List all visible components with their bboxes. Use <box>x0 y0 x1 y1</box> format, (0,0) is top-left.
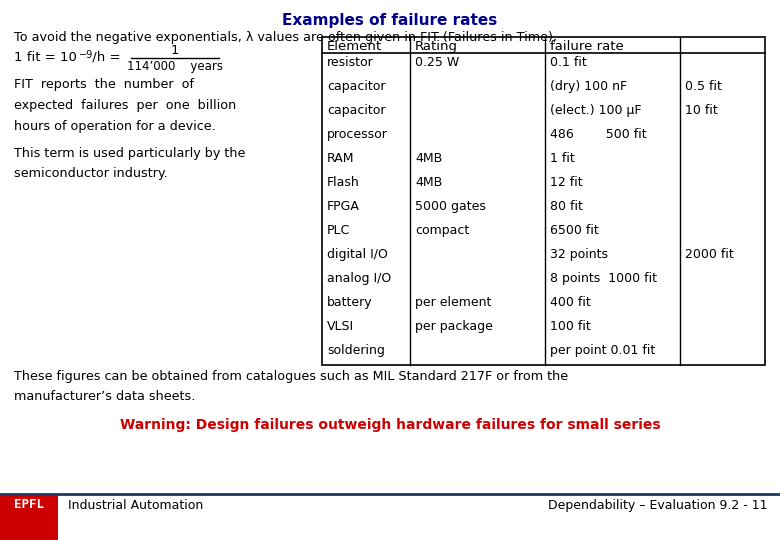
Text: per package: per package <box>415 320 493 333</box>
Text: digital I/O: digital I/O <box>327 248 388 261</box>
Text: 5000 gates: 5000 gates <box>415 200 486 213</box>
Text: 100 fit: 100 fit <box>550 320 590 333</box>
Text: capacitor: capacitor <box>327 104 385 117</box>
Text: failure rate: failure rate <box>550 40 624 53</box>
Text: 12 fit: 12 fit <box>550 176 583 189</box>
Text: 6500 fit: 6500 fit <box>550 224 599 237</box>
Text: (dry) 100 nF: (dry) 100 nF <box>550 80 627 93</box>
Text: 10 fit: 10 fit <box>685 104 718 117</box>
Text: Industrial Automation: Industrial Automation <box>68 499 204 512</box>
Text: Rating: Rating <box>415 40 458 53</box>
Text: Element: Element <box>327 40 382 53</box>
Text: per element: per element <box>415 296 491 309</box>
Text: −9: −9 <box>79 50 94 60</box>
Text: processor: processor <box>327 128 388 141</box>
Text: analog I/O: analog I/O <box>327 272 392 285</box>
Text: battery: battery <box>327 296 373 309</box>
Text: 0.1 fit: 0.1 fit <box>550 56 587 69</box>
Text: 80 fit: 80 fit <box>550 200 583 213</box>
Text: EPFL: EPFL <box>14 498 44 511</box>
Text: capacitor: capacitor <box>327 80 385 93</box>
Bar <box>0 494 58 540</box>
Text: 0.25 W: 0.25 W <box>415 56 459 69</box>
Text: VLSI: VLSI <box>327 320 354 333</box>
Text: To avoid the negative exponentials, λ values are often given in FIT (Failures in: To avoid the negative exponentials, λ va… <box>14 31 557 44</box>
Text: 0.5 fit: 0.5 fit <box>685 80 722 93</box>
Text: (elect.) 100 μF: (elect.) 100 μF <box>550 104 641 117</box>
Text: 1 fit = 10: 1 fit = 10 <box>14 51 77 64</box>
Text: Flash: Flash <box>327 176 360 189</box>
Text: 1 fit: 1 fit <box>550 152 575 165</box>
Text: Examples of failure rates: Examples of failure rates <box>282 13 498 28</box>
Text: Dependability – Evaluation 9.2 - 11: Dependability – Evaluation 9.2 - 11 <box>548 499 768 512</box>
Text: 32 points: 32 points <box>550 248 608 261</box>
Text: soldering: soldering <box>327 344 385 357</box>
Text: 8 points  1000 fit: 8 points 1000 fit <box>550 272 657 285</box>
Text: FIT  reports  the  number  of
expected  failures  per  one  billion
hours of ope: FIT reports the number of expected failu… <box>14 78 236 133</box>
Text: 2000 fit: 2000 fit <box>685 248 734 261</box>
Text: 1: 1 <box>171 44 179 57</box>
Text: This term is used particularly by the
semiconductor industry.: This term is used particularly by the se… <box>14 147 246 180</box>
Text: Warning: Design failures outweigh hardware failures for small series: Warning: Design failures outweigh hardwa… <box>119 418 661 432</box>
Text: These figures can be obtained from catalogues such as MIL Standard 217F or from : These figures can be obtained from catal… <box>14 370 568 403</box>
Text: resistor: resistor <box>327 56 374 69</box>
Text: /h =: /h = <box>88 51 120 64</box>
Text: FPGA: FPGA <box>327 200 360 213</box>
Text: compact: compact <box>415 224 470 237</box>
Text: RAM: RAM <box>327 152 354 165</box>
Text: per point 0.01 fit: per point 0.01 fit <box>550 344 655 357</box>
Text: 486        500 fit: 486 500 fit <box>550 128 647 141</box>
Bar <box>322 37 765 365</box>
Text: 4MB: 4MB <box>415 176 442 189</box>
Text: 114’000    years: 114’000 years <box>127 60 223 73</box>
Text: 4MB: 4MB <box>415 152 442 165</box>
Text: 400 fit: 400 fit <box>550 296 590 309</box>
Text: PLC: PLC <box>327 224 350 237</box>
